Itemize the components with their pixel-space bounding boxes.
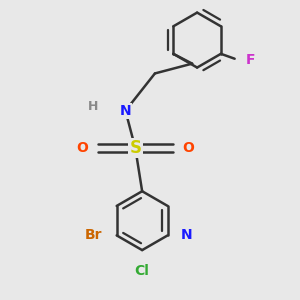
Text: Cl: Cl [135, 264, 150, 278]
Text: F: F [245, 53, 255, 67]
Text: S: S [129, 139, 141, 157]
Text: O: O [76, 141, 88, 155]
Text: O: O [182, 141, 194, 155]
Text: N: N [120, 104, 131, 118]
Text: N: N [180, 228, 192, 242]
Text: H: H [88, 100, 98, 113]
Text: Br: Br [84, 228, 102, 242]
